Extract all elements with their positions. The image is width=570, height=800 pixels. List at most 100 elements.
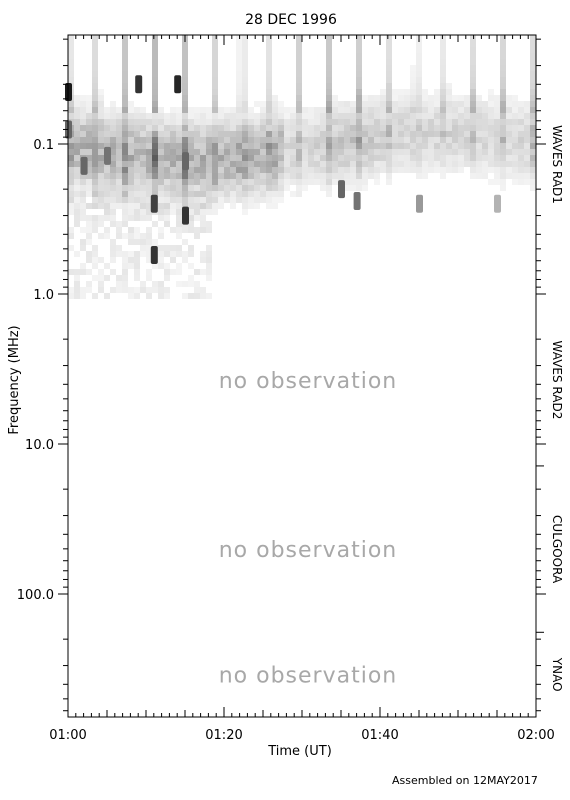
burst-mark <box>416 194 423 213</box>
heatmap-cell <box>158 263 164 269</box>
heatmap-cell <box>74 155 80 161</box>
heatmap-cell <box>74 149 80 155</box>
heatmap-cell <box>530 59 536 65</box>
heatmap-cell <box>200 257 206 263</box>
heatmap-cell <box>236 179 242 185</box>
heatmap-cell <box>92 293 98 299</box>
heatmap-cell <box>266 125 272 131</box>
heatmap-cell <box>404 131 410 137</box>
heatmap-cell <box>206 197 212 203</box>
heatmap-cell <box>170 209 176 215</box>
heatmap-cell <box>200 167 206 173</box>
heatmap-cell <box>212 149 218 155</box>
chart-title: 28 DEC 1996 <box>245 12 337 28</box>
heatmap-cell <box>326 89 332 95</box>
heatmap-cell <box>146 269 152 275</box>
heatmap-cell <box>296 137 302 143</box>
heatmap-cell <box>182 59 188 65</box>
heatmap-cell <box>194 131 200 137</box>
heatmap-cell <box>518 131 524 137</box>
heatmap-cell <box>470 41 476 47</box>
heatmap-cell <box>386 107 392 113</box>
heatmap-cell <box>74 293 80 299</box>
heatmap-cell <box>242 83 248 89</box>
heatmap-cell <box>434 119 440 125</box>
heatmap-cell <box>182 89 188 95</box>
heatmap-cell <box>212 65 218 71</box>
burst-mark <box>80 156 88 175</box>
heatmap-cell <box>242 65 248 71</box>
heatmap-cell <box>470 107 476 113</box>
heatmap-cell <box>200 137 206 143</box>
heatmap-cell <box>368 167 374 173</box>
heatmap-cell <box>476 131 482 137</box>
heatmap-cell <box>170 197 176 203</box>
heatmap-cell <box>188 251 194 257</box>
heatmap-cell <box>254 179 260 185</box>
heatmap-cell <box>182 53 188 59</box>
heatmap-cell <box>158 113 164 119</box>
heatmap-cell <box>386 137 392 143</box>
heatmap-cell <box>236 89 242 95</box>
burst-mark <box>494 194 501 213</box>
heatmap-cell <box>188 173 194 179</box>
heatmap-cell <box>494 113 500 119</box>
heatmap-cell <box>92 77 98 83</box>
heatmap-cell <box>92 149 98 155</box>
heatmap-cell <box>266 197 272 203</box>
heatmap-cell <box>146 293 152 299</box>
heatmap-cell <box>176 203 182 209</box>
heatmap-cell <box>200 119 206 125</box>
heatmap-cell <box>188 113 194 119</box>
heatmap-cell <box>350 179 356 185</box>
heatmap-cell <box>134 191 140 197</box>
heatmap-cell <box>134 143 140 149</box>
heatmap-cell <box>224 167 230 173</box>
heatmap-cell <box>512 131 518 137</box>
heatmap-cell <box>470 77 476 83</box>
heatmap-cell <box>344 149 350 155</box>
heatmap-cell <box>134 239 140 245</box>
heatmap-cell <box>116 191 122 197</box>
heatmap-cell <box>482 161 488 167</box>
heatmap-cell <box>320 107 326 113</box>
heatmap-cell <box>266 179 272 185</box>
heatmap-cell <box>224 161 230 167</box>
heatmap-cell <box>224 197 230 203</box>
heatmap-cell <box>200 113 206 119</box>
heatmap-cell <box>128 101 134 107</box>
heatmap-cell <box>176 221 182 227</box>
heatmap-cell <box>386 89 392 95</box>
heatmap-cell <box>104 215 110 221</box>
heatmap-cell <box>182 191 188 197</box>
heatmap-cell <box>176 251 182 257</box>
heatmap-cell <box>266 185 272 191</box>
heatmap-cell <box>272 119 278 125</box>
heatmap-cell <box>410 89 416 95</box>
heatmap-cell <box>524 167 530 173</box>
heatmap-cell <box>368 107 374 113</box>
heatmap-cell <box>158 293 164 299</box>
heatmap-cell <box>158 131 164 137</box>
heatmap-cell <box>146 125 152 131</box>
heatmap-cell <box>350 161 356 167</box>
heatmap-cell <box>422 143 428 149</box>
heatmap-cell <box>92 119 98 125</box>
heatmap-cell <box>98 95 104 101</box>
heatmap-cell <box>98 143 104 149</box>
heatmap-cell <box>86 173 92 179</box>
heatmap-cell <box>116 137 122 143</box>
heatmap-cell <box>410 119 416 125</box>
heatmap-cell <box>386 95 392 101</box>
heatmap-cell <box>182 71 188 77</box>
heatmap-cell <box>338 125 344 131</box>
heatmap-cell <box>500 113 506 119</box>
heatmap-cell <box>296 35 302 41</box>
heatmap-cell <box>410 107 416 113</box>
heatmap-cell <box>410 77 416 83</box>
heatmap-cell <box>500 125 506 131</box>
heatmap-cell <box>152 113 158 119</box>
heatmap-cell <box>500 179 506 185</box>
heatmap-cell <box>182 131 188 137</box>
heatmap-cell <box>404 113 410 119</box>
